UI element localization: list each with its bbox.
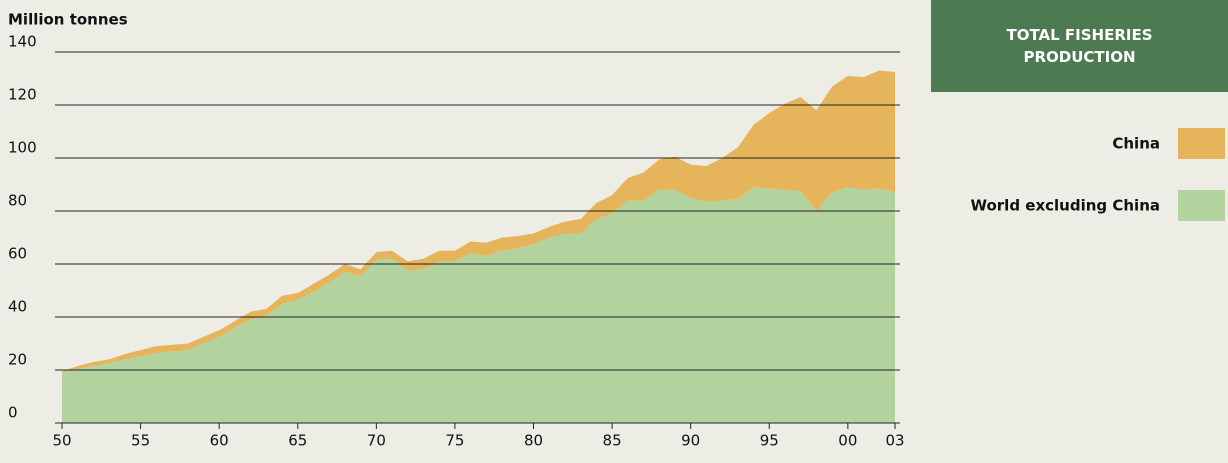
x-tick-label: 50 <box>52 432 71 450</box>
y-axis-label: Million tonnes <box>8 11 128 29</box>
x-tick-label: 80 <box>524 432 543 450</box>
x-tick-label: 65 <box>288 432 307 450</box>
x-tick-label: 95 <box>760 432 779 450</box>
y-tick-label: 20 <box>8 351 27 369</box>
x-tick-label: 55 <box>131 432 150 450</box>
y-tick-label: 100 <box>8 139 37 157</box>
x-tick-label: 03 <box>885 432 904 450</box>
x-tick-label: 60 <box>210 432 229 450</box>
y-tick-label: 120 <box>8 86 37 104</box>
legend-swatch <box>1178 190 1225 221</box>
legend-swatch <box>1178 128 1225 159</box>
legend-label: World excluding China <box>970 197 1160 215</box>
legend-label: China <box>1112 135 1160 153</box>
x-tick-label: 85 <box>603 432 622 450</box>
x-tick-label: 90 <box>681 432 700 450</box>
chart-title: TOTAL FISHERIES PRODUCTION <box>1006 26 1153 66</box>
title-panel: TOTAL FISHERIES PRODUCTION <box>931 0 1228 92</box>
x-tick-label: 75 <box>445 432 464 450</box>
area <box>62 187 895 423</box>
y-tick-label: 60 <box>8 245 27 263</box>
y-tick-label: 80 <box>8 192 27 210</box>
y-tick-label: 40 <box>8 298 27 316</box>
y-tick-label: 0 <box>8 404 18 422</box>
y-tick-label: 140 <box>8 33 37 51</box>
x-tick-label: 00 <box>838 432 857 450</box>
x-tick-label: 70 <box>367 432 386 450</box>
